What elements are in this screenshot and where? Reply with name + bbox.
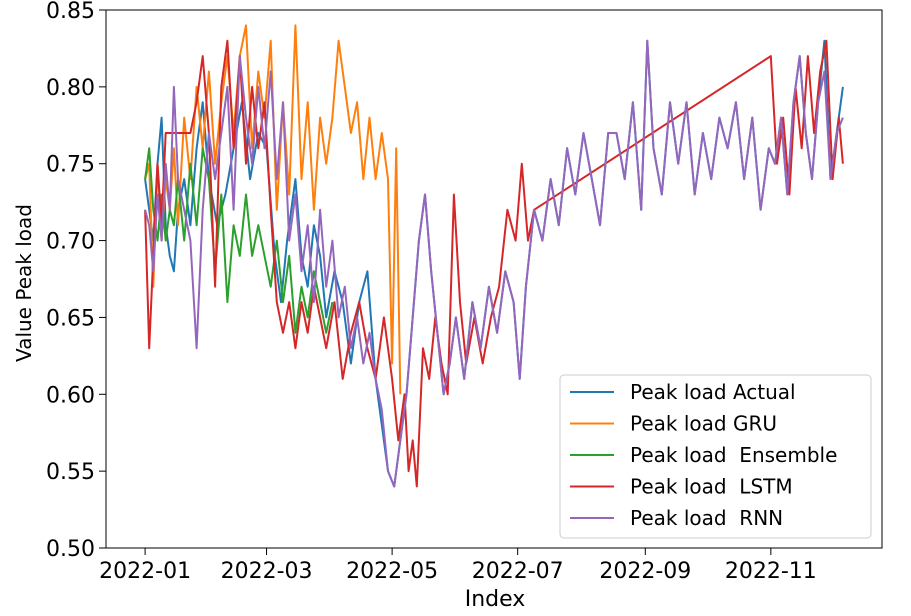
y-tick-label: 0.70 [46, 230, 95, 255]
legend: Peak load Actual Peak load GRU Peak load E… [559, 374, 872, 539]
x-axis-label: Index [465, 587, 526, 612]
x-axis: 2022-01 2022-03 2022-05 2022-07 2022-09 2022-… [99, 548, 817, 584]
y-axis: 0.50 0.55 0.60 0.65 0.70 0.75 0.80 0.85 [46, 0, 106, 562]
series-line-5 [144, 39, 844, 488]
legend-label-1: Peak load Actual [630, 380, 796, 404]
legend-label-5: Peak load RNN [630, 506, 783, 530]
x-tick-label: 2022-11 [725, 559, 817, 584]
y-tick-label: 0.50 [46, 537, 95, 562]
x-tick-label: 2022-07 [472, 559, 564, 584]
y-tick-label: 0.80 [46, 76, 95, 101]
legend-label-2: Peak load GRU [630, 412, 777, 436]
series-line-2 [144, 24, 402, 395]
y-tick-label: 0.75 [46, 153, 95, 178]
x-tick-label: 2022-03 [221, 559, 313, 584]
y-tick-label: 0.65 [46, 306, 95, 331]
y-tick-label: 0.85 [46, 0, 95, 24]
series-layer [144, 24, 844, 488]
legend-box [559, 374, 872, 539]
plot-frame [105, 9, 883, 549]
y-axis-label: Value Peak load [12, 204, 36, 362]
x-tick-label: 2022-09 [599, 559, 691, 584]
legend-label-3: Peak load Ensemble [630, 443, 837, 467]
y-tick-label: 0.55 [46, 460, 95, 485]
series-line-4 [144, 39, 844, 488]
y-tick-label: 0.60 [46, 383, 95, 408]
legend-label-4: Peak load LSTM [630, 475, 793, 499]
x-tick-label: 2022-01 [99, 559, 191, 584]
series-line-3 [144, 147, 334, 334]
x-tick-label: 2022-05 [346, 559, 438, 584]
